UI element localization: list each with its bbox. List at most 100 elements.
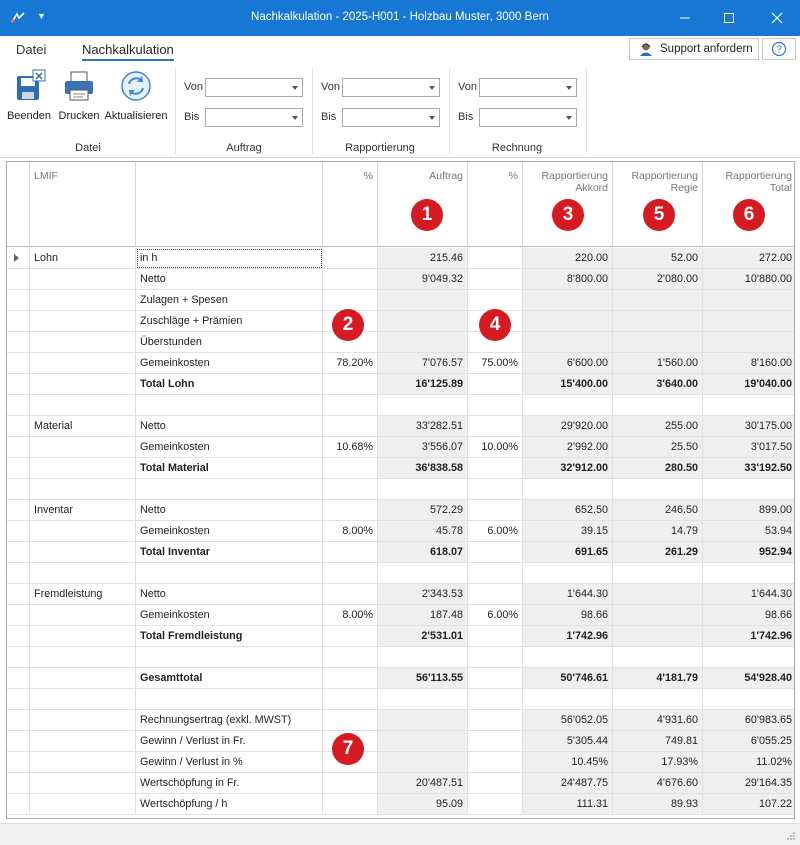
- minimize-button[interactable]: [662, 0, 708, 36]
- table-row[interactable]: Zulagen + Spesen: [7, 290, 794, 311]
- auftrag-cell[interactable]: 56'113.55: [378, 668, 468, 689]
- rap-total-cell[interactable]: 952.94: [703, 542, 794, 563]
- bezeichnung-cell[interactable]: Gewinn / Verlust in Fr.: [136, 731, 323, 752]
- row-indicator[interactable]: [7, 521, 30, 542]
- auftrag-cell[interactable]: 33'282.51: [378, 416, 468, 437]
- lmif-cell[interactable]: [30, 752, 136, 773]
- row-indicator[interactable]: [7, 332, 30, 353]
- pct-rap-cell[interactable]: [468, 290, 523, 311]
- maximize-button[interactable]: [706, 0, 752, 36]
- rap-akkord-cell[interactable]: 1'644.30: [523, 584, 613, 605]
- rap-total-cell[interactable]: [703, 332, 794, 353]
- header-pct-auftrag[interactable]: %: [323, 162, 378, 247]
- rap-regie-cell[interactable]: [613, 563, 703, 584]
- rap-regie-cell[interactable]: 17.93%: [613, 752, 703, 773]
- rap-total-cell[interactable]: 60'983.65: [703, 710, 794, 731]
- table-row[interactable]: Gewinn / Verlust in % 10.45% 17.93% 11.02%: [7, 752, 794, 773]
- table-row[interactable]: Lohn in h 215.46 220.00 52.00 272.00: [7, 248, 794, 269]
- table-row[interactable]: Total Lohn 16'125.89 15'400.00 3'640.00 19'0…: [7, 374, 794, 395]
- rap-regie-cell[interactable]: [613, 290, 703, 311]
- rap-akkord-cell[interactable]: [523, 395, 613, 416]
- table-row[interactable]: Netto 9'049.32 8'800.00 2'080.00 10'880.00: [7, 269, 794, 290]
- app-icon[interactable]: [10, 10, 26, 26]
- auftrag-cell[interactable]: 9'049.32: [378, 269, 468, 290]
- row-indicator[interactable]: [7, 248, 30, 269]
- table-row[interactable]: Total Fremdleistung 2'531.01 1'742.96 1'742…: [7, 626, 794, 647]
- bezeichnung-cell[interactable]: Rechnungsertrag (exkl. MWST): [136, 710, 323, 731]
- rap-akkord-cell[interactable]: 32'912.00: [523, 458, 613, 479]
- rap-total-cell[interactable]: 1'742.96: [703, 626, 794, 647]
- pct-rap-cell[interactable]: [468, 542, 523, 563]
- pct-rap-cell[interactable]: [468, 647, 523, 668]
- pct-rap-cell[interactable]: 10.00%: [468, 437, 523, 458]
- bezeichnung-cell[interactable]: Total Inventar: [136, 542, 323, 563]
- table-row[interactable]: Total Material 36'838.58 32'912.00 280.50 33…: [7, 458, 794, 479]
- rap-total-cell[interactable]: 899.00: [703, 500, 794, 521]
- pct-auftrag-cell[interactable]: [323, 290, 378, 311]
- pct-auftrag-cell[interactable]: [323, 500, 378, 521]
- tab-nachkalkulation[interactable]: Nachkalkulation: [82, 42, 174, 61]
- pct-rap-cell[interactable]: [468, 458, 523, 479]
- lmif-cell[interactable]: [30, 458, 136, 479]
- pct-auftrag-cell[interactable]: 10.68%: [323, 437, 378, 458]
- rap-regie-cell[interactable]: 4'931.60: [613, 710, 703, 731]
- pct-rap-cell[interactable]: [468, 479, 523, 500]
- row-indicator[interactable]: [7, 647, 30, 668]
- row-indicator[interactable]: [7, 752, 30, 773]
- table-row[interactable]: Wertschöpfung / h 95.09 111.31 89.93 107.22: [7, 794, 794, 815]
- rap-regie-cell[interactable]: 89.93: [613, 794, 703, 815]
- pct-auftrag-cell[interactable]: [323, 647, 378, 668]
- header-rap-total[interactable]: Rapportierung Total: [703, 162, 794, 247]
- rap-regie-cell[interactable]: 255.00: [613, 416, 703, 437]
- beenden-button[interactable]: Beenden: [6, 68, 52, 122]
- pct-rap-cell[interactable]: 6.00%: [468, 605, 523, 626]
- rap-akkord-cell[interactable]: 1'742.96: [523, 626, 613, 647]
- rap-akkord-cell[interactable]: 50'746.61: [523, 668, 613, 689]
- lmif-cell[interactable]: [30, 479, 136, 500]
- table-row[interactable]: [7, 479, 794, 500]
- pct-auftrag-cell[interactable]: [323, 479, 378, 500]
- rap-total-cell[interactable]: 98.66: [703, 605, 794, 626]
- rap-regie-cell[interactable]: 3'640.00: [613, 374, 703, 395]
- lmif-cell[interactable]: [30, 521, 136, 542]
- table-row[interactable]: Fremdleistung Netto 2'343.53 1'644.30 1'644.…: [7, 584, 794, 605]
- rap-bis-combo[interactable]: [342, 108, 440, 127]
- lmif-cell[interactable]: [30, 353, 136, 374]
- pct-auftrag-cell[interactable]: [323, 395, 378, 416]
- bezeichnung-cell[interactable]: Gemeinkosten: [136, 605, 323, 626]
- rap-akkord-cell[interactable]: [523, 563, 613, 584]
- lmif-cell[interactable]: [30, 773, 136, 794]
- table-row[interactable]: [7, 647, 794, 668]
- lmif-cell[interactable]: [30, 710, 136, 731]
- rap-regie-cell[interactable]: [613, 395, 703, 416]
- rap-akkord-cell[interactable]: [523, 689, 613, 710]
- rap-total-cell[interactable]: 8'160.00: [703, 353, 794, 374]
- row-indicator[interactable]: [7, 374, 30, 395]
- row-indicator[interactable]: [7, 605, 30, 626]
- rap-akkord-cell[interactable]: 39.15: [523, 521, 613, 542]
- rap-regie-cell[interactable]: 4'181.79: [613, 668, 703, 689]
- header-rap-akkord[interactable]: Rapportierung Akkord: [523, 162, 613, 247]
- bezeichnung-cell[interactable]: [136, 647, 323, 668]
- rechnung-bis-combo[interactable]: [479, 108, 577, 127]
- lmif-cell[interactable]: [30, 563, 136, 584]
- table-row[interactable]: Zuschläge + Prämien: [7, 311, 794, 332]
- rap-regie-cell[interactable]: 4'676.60: [613, 773, 703, 794]
- lmif-cell[interactable]: Material: [30, 416, 136, 437]
- auftrag-cell[interactable]: 618.07: [378, 542, 468, 563]
- lmif-cell[interactable]: [30, 290, 136, 311]
- pct-auftrag-cell[interactable]: [323, 374, 378, 395]
- table-row[interactable]: [7, 563, 794, 584]
- bezeichnung-cell[interactable]: Zuschläge + Prämien: [136, 311, 323, 332]
- table-row[interactable]: Gemeinkosten 10.68% 3'556.07 10.00% 2'992.00…: [7, 437, 794, 458]
- bezeichnung-cell[interactable]: Netto: [136, 584, 323, 605]
- rap-akkord-cell[interactable]: 220.00: [523, 248, 613, 269]
- rap-regie-cell[interactable]: [613, 584, 703, 605]
- rap-akkord-cell[interactable]: 652.50: [523, 500, 613, 521]
- bezeichnung-cell[interactable]: Gemeinkosten: [136, 353, 323, 374]
- auftrag-cell[interactable]: [378, 332, 468, 353]
- pct-rap-cell[interactable]: [468, 500, 523, 521]
- rap-total-cell[interactable]: 11.02%: [703, 752, 794, 773]
- pct-rap-cell[interactable]: [468, 668, 523, 689]
- rap-total-cell[interactable]: 30'175.00: [703, 416, 794, 437]
